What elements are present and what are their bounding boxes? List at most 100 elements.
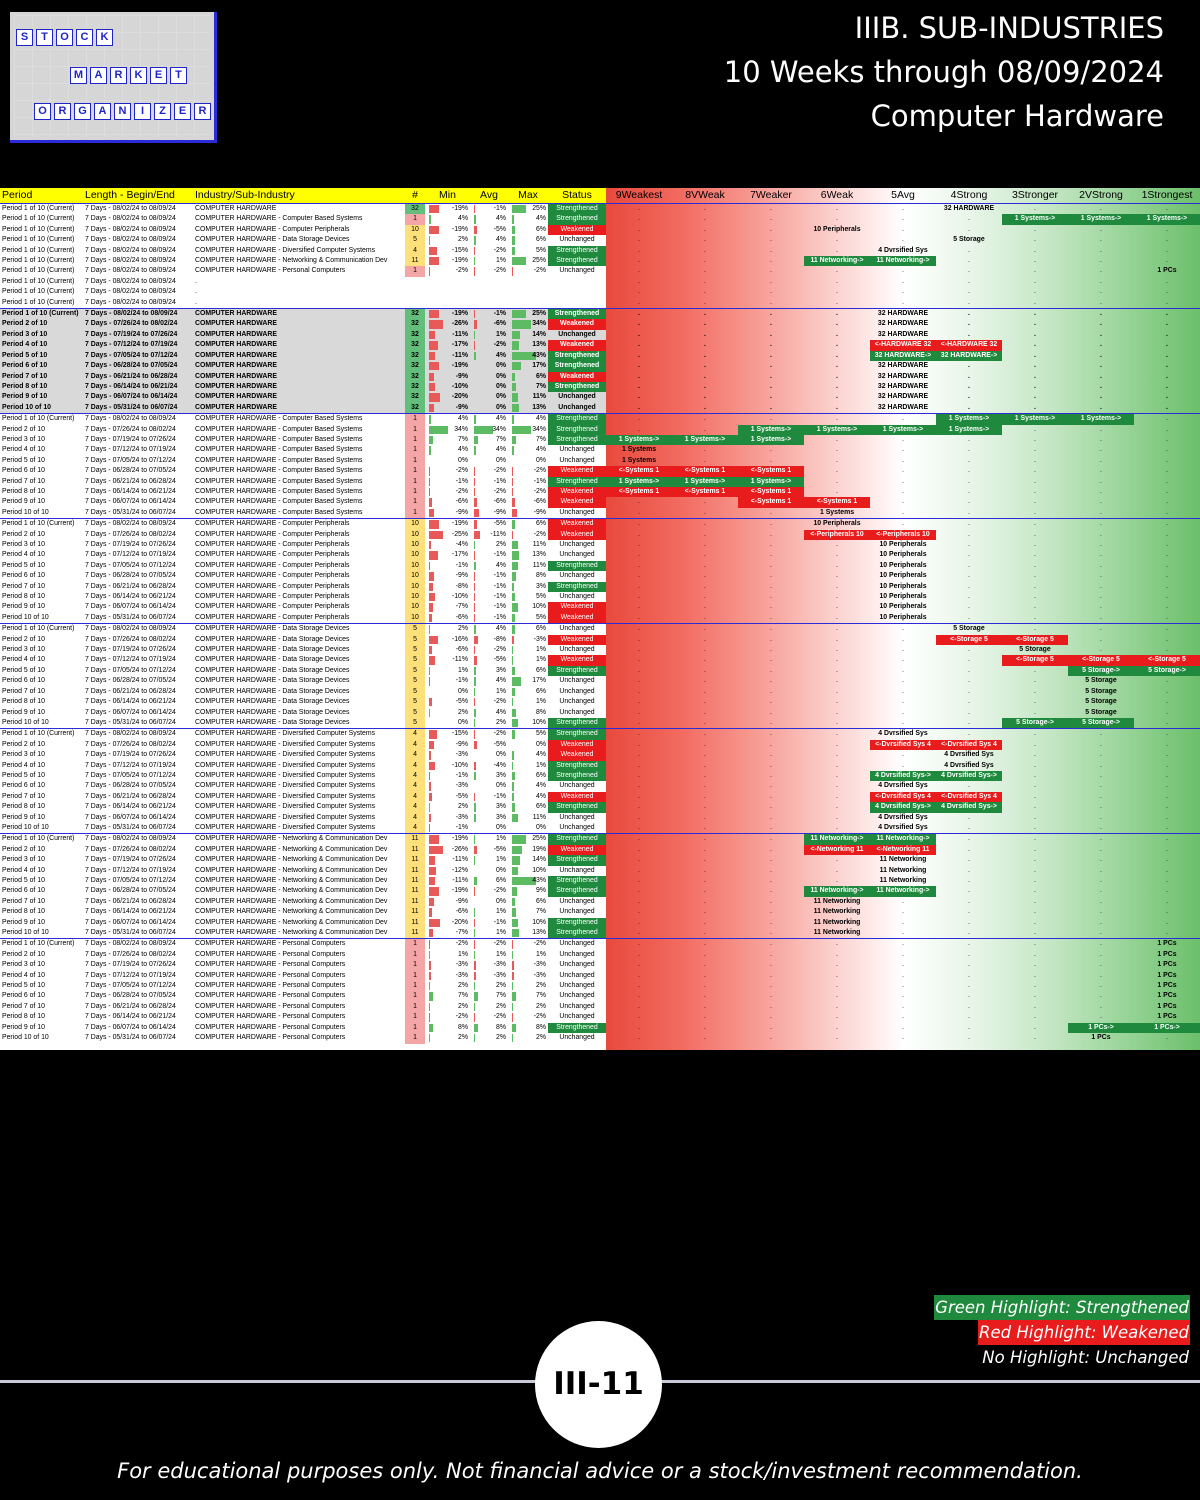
cell-length: 7 Days - 06/28/24 to 07/05/24	[83, 781, 193, 792]
value-bar	[512, 351, 536, 361]
value-text: 4%	[496, 415, 506, 423]
cell-ind: COMPUTER HARDWARE - Diversified Computer…	[193, 770, 405, 782]
rank-cell: 1 PCs	[1157, 267, 1177, 275]
rank-cell: .	[1166, 320, 1168, 328]
value-text: 13%	[532, 403, 546, 411]
value-bar	[474, 761, 477, 770]
rank-cell: .	[638, 929, 640, 937]
value-text: 34%	[492, 425, 506, 433]
value-bar	[512, 236, 516, 245]
value-text: -1%	[455, 477, 468, 485]
cell-max: 17%	[508, 361, 548, 372]
cell-avg: 1%	[470, 855, 508, 866]
value-text: 43%	[532, 877, 546, 884]
cell-max: 1%	[508, 949, 548, 961]
rank-cell: .	[968, 982, 970, 990]
cell-period: Period 7 of 10	[0, 896, 83, 908]
value-bar	[512, 866, 518, 875]
rank-cell: .	[836, 236, 838, 244]
value-text: -1%	[493, 918, 506, 926]
rank-cell: .	[704, 225, 706, 233]
rank-cell: .	[902, 982, 904, 990]
status-cell: Unchanged	[548, 235, 606, 246]
value-text: -2%	[493, 646, 506, 654]
value-text: -3%	[533, 635, 546, 643]
rank-cell: .	[1068, 518, 1134, 530]
table-row: Period 1 of 10 (Current) 7 Days - 08/02/2…	[0, 214, 1200, 225]
rank-cell: .	[1100, 572, 1102, 580]
value-bar	[474, 877, 478, 886]
value-bar	[474, 708, 477, 717]
cell-period: Period 4 of 10	[0, 655, 83, 666]
cell-min: -19%	[425, 308, 470, 320]
cell-max: 0%	[508, 455, 548, 467]
rank-cell: .	[1166, 887, 1168, 895]
value-bar	[512, 908, 516, 917]
rank-cell: .	[968, 1002, 970, 1010]
status-cell: Unchanged	[548, 938, 606, 950]
rank-cell: .	[1166, 467, 1168, 475]
rank-cell: .	[704, 792, 706, 800]
cell-max: 0%	[508, 822, 548, 834]
value-text: -1%	[493, 593, 506, 601]
cell-max: 13%	[508, 340, 548, 351]
cell-length: 7 Days - 06/21/24 to 06/28/24	[83, 791, 193, 803]
status-cell: Strengthened	[548, 350, 606, 362]
cell-min: -11%	[425, 855, 470, 866]
value-text: 2%	[496, 1002, 506, 1010]
cell-avg: -2%	[470, 886, 508, 897]
rank-cell: .	[638, 498, 640, 506]
table-row: Period 1 of 10 (Current) 7 Days - 08/02/2…	[0, 256, 1200, 267]
rank-cell: .	[1100, 561, 1102, 569]
rank-cell: 11 Networking	[813, 908, 861, 916]
rank-cell: .	[968, 908, 970, 916]
cell-count: 1	[405, 266, 425, 277]
cell-min: -17%	[425, 340, 470, 351]
cell-avg: -1%	[470, 602, 508, 613]
cell-length: 7 Days - 07/26/24 to 08/02/24	[83, 739, 193, 751]
rank-cell: .	[1134, 833, 1200, 845]
cell-count: 4	[405, 812, 425, 823]
rank-cell: .	[638, 771, 640, 779]
value-text: 2%	[458, 1002, 468, 1010]
rank-cell: .	[836, 572, 838, 580]
rank-cell: 32 HARDWARE	[877, 330, 929, 338]
rank-cell: .	[1034, 446, 1036, 454]
table-row: Period 8 of 10 7 Days - 06/14/24 to 06/21…	[0, 486, 1200, 498]
rank-cell: .	[672, 728, 738, 740]
cell-max: 10%	[508, 917, 548, 929]
value-bar	[512, 225, 516, 235]
value-text: 1%	[536, 761, 546, 769]
logo-letter-tile: R	[54, 103, 71, 120]
rank-cell: .	[1100, 646, 1102, 654]
rank-cell: .	[1034, 561, 1036, 569]
value-bar	[429, 310, 440, 319]
cell-avg: 4%	[470, 560, 508, 572]
rank-cell: .	[1166, 330, 1168, 338]
cell-avg: -11%	[470, 529, 508, 540]
rank-cell: .	[902, 467, 904, 475]
value-bar	[512, 205, 526, 214]
rank-cell: .	[638, 718, 640, 726]
cell-avg: 0%	[470, 402, 508, 414]
cell-avg: -3%	[470, 960, 508, 971]
rank-cell: 1 PCs	[1157, 1013, 1177, 1021]
rank-cell: <-Systems 1	[606, 486, 672, 498]
rank-cell: .	[1034, 435, 1036, 443]
cell-avg: -5%	[470, 844, 508, 856]
rank-cell: .	[606, 623, 672, 635]
rank-cell: .	[704, 761, 706, 769]
cell-ind: COMPUTER HARDWARE - Networking & Communi…	[193, 917, 405, 929]
rank-cell: .	[770, 751, 772, 759]
rank-cell: .	[1134, 728, 1200, 740]
rank-cell: .	[672, 938, 738, 950]
rank-cell: .	[836, 341, 838, 349]
cell-min: -2%	[425, 466, 470, 477]
status-cell: Strengthened	[548, 876, 606, 887]
cell-avg: -1%	[470, 791, 508, 803]
cell-length: 7 Days - 07/12/24 to 07/19/24	[83, 340, 193, 351]
cell-ind: COMPUTER HARDWARE - Data Storage Devices	[193, 707, 405, 718]
rank-cell: .	[1100, 446, 1102, 454]
rank-cell: .	[1134, 203, 1200, 215]
column-header: Length - Begin/End	[83, 188, 193, 204]
